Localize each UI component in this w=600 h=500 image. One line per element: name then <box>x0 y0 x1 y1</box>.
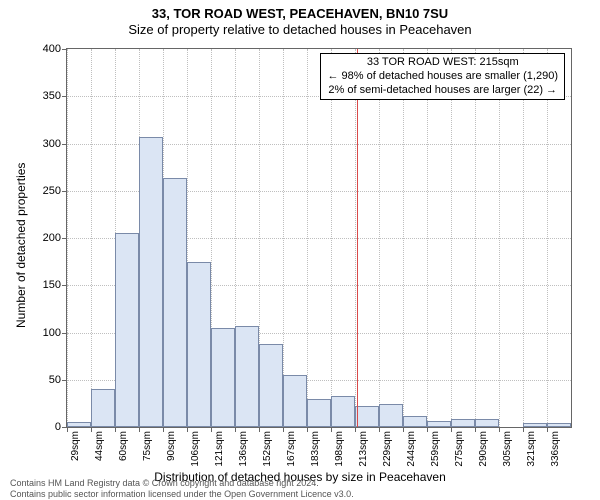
x-tick-label: 167sqm <box>286 431 297 467</box>
x-tick-mark <box>211 427 212 432</box>
info-box-line: 2% of semi-detached houses are larger (2… <box>327 84 558 98</box>
y-tick-label: 400 <box>43 43 61 55</box>
x-tick-label: 259sqm <box>430 431 441 467</box>
footer-attribution: Contains HM Land Registry data © Crown c… <box>10 478 354 499</box>
histogram-bar <box>451 419 474 427</box>
gridline-v <box>523 49 524 427</box>
x-tick-mark <box>475 427 476 432</box>
x-tick-mark <box>283 427 284 432</box>
histogram-bar <box>235 326 258 427</box>
histogram-bar <box>523 423 546 427</box>
x-tick-mark <box>67 427 68 432</box>
x-tick-label: 106sqm <box>190 431 201 467</box>
info-box-line: ← 98% of detached houses are smaller (1,… <box>327 70 558 84</box>
x-tick-mark <box>259 427 260 432</box>
gridline-v <box>331 49 332 427</box>
histogram-bar <box>283 375 306 427</box>
gridline-v <box>547 49 548 427</box>
gridline-v <box>451 49 452 427</box>
gridline-v <box>475 49 476 427</box>
y-tick-label: 250 <box>43 185 61 197</box>
x-tick-mark <box>307 427 308 432</box>
x-tick-mark <box>427 427 428 432</box>
x-tick-label: 336sqm <box>550 431 561 467</box>
histogram-bar <box>307 399 330 427</box>
gridline-v <box>91 49 92 427</box>
x-tick-label: 275sqm <box>454 431 465 467</box>
y-tick-label: 350 <box>43 90 61 102</box>
x-tick-label: 44sqm <box>94 431 105 461</box>
histogram-bar <box>259 344 282 427</box>
histogram-bar <box>91 389 114 427</box>
histogram-bar <box>355 406 378 427</box>
x-tick-label: 321sqm <box>526 431 537 467</box>
histogram-bar <box>139 137 162 427</box>
histogram-bar <box>211 328 234 427</box>
x-tick-mark <box>115 427 116 432</box>
histogram-bar <box>475 419 498 427</box>
x-tick-label: 121sqm <box>214 431 225 467</box>
x-tick-label: 90sqm <box>166 431 177 461</box>
title-sub: Size of property relative to detached ho… <box>0 22 600 37</box>
x-tick-label: 183sqm <box>310 431 321 467</box>
y-tick-label: 150 <box>43 279 61 291</box>
histogram-chart: 05010015020025030035040029sqm44sqm60sqm7… <box>66 48 572 428</box>
gridline-v <box>427 49 428 427</box>
x-tick-mark <box>547 427 548 432</box>
y-tick-label: 50 <box>49 374 61 386</box>
footer-line-1: Contains HM Land Registry data © Crown c… <box>10 478 354 488</box>
x-tick-label: 213sqm <box>358 431 369 467</box>
x-tick-label: 305sqm <box>502 431 513 467</box>
histogram-bar <box>163 178 186 427</box>
gridline-v <box>307 49 308 427</box>
reference-line <box>357 49 358 427</box>
x-tick-mark <box>139 427 140 432</box>
gridline-v <box>403 49 404 427</box>
histogram-bar <box>547 423 570 427</box>
x-tick-label: 229sqm <box>382 431 393 467</box>
plot-area: 05010015020025030035040029sqm44sqm60sqm7… <box>67 49 571 427</box>
x-tick-mark <box>355 427 356 432</box>
x-tick-mark <box>499 427 500 432</box>
x-tick-label: 75sqm <box>142 431 153 461</box>
y-tick-label: 0 <box>55 421 61 433</box>
info-box-line: 33 TOR ROAD WEST: 215sqm <box>327 56 558 70</box>
gridline-v <box>379 49 380 427</box>
info-box: 33 TOR ROAD WEST: 215sqm← 98% of detache… <box>320 53 565 100</box>
histogram-bar <box>427 421 450 427</box>
gridline-v <box>355 49 356 427</box>
x-tick-label: 152sqm <box>262 431 273 467</box>
x-tick-label: 29sqm <box>70 431 81 461</box>
y-tick-label: 200 <box>43 232 61 244</box>
x-tick-label: 60sqm <box>118 431 129 461</box>
histogram-bar <box>403 416 426 427</box>
gridline-v <box>499 49 500 427</box>
x-tick-mark <box>451 427 452 432</box>
x-tick-label: 198sqm <box>334 431 345 467</box>
histogram-bar <box>67 422 90 427</box>
histogram-bar <box>187 262 210 427</box>
y-tick-label: 100 <box>43 327 61 339</box>
title-main: 33, TOR ROAD WEST, PEACEHAVEN, BN10 7SU <box>0 6 600 21</box>
x-tick-label: 136sqm <box>238 431 249 467</box>
x-tick-mark <box>163 427 164 432</box>
x-tick-mark <box>91 427 92 432</box>
x-tick-label: 290sqm <box>478 431 489 467</box>
x-tick-mark <box>235 427 236 432</box>
x-tick-mark <box>403 427 404 432</box>
histogram-bar <box>115 233 138 427</box>
histogram-bar <box>379 404 402 427</box>
x-tick-mark <box>331 427 332 432</box>
y-tick-label: 300 <box>43 138 61 150</box>
x-tick-mark <box>187 427 188 432</box>
gridline-v <box>67 49 68 427</box>
x-tick-label: 244sqm <box>406 431 417 467</box>
x-tick-mark <box>379 427 380 432</box>
x-tick-mark <box>523 427 524 432</box>
gridline-v <box>283 49 284 427</box>
footer-line-2: Contains public sector information licen… <box>10 489 354 499</box>
histogram-bar <box>331 396 354 427</box>
y-axis-label: Number of detached properties <box>14 163 28 328</box>
